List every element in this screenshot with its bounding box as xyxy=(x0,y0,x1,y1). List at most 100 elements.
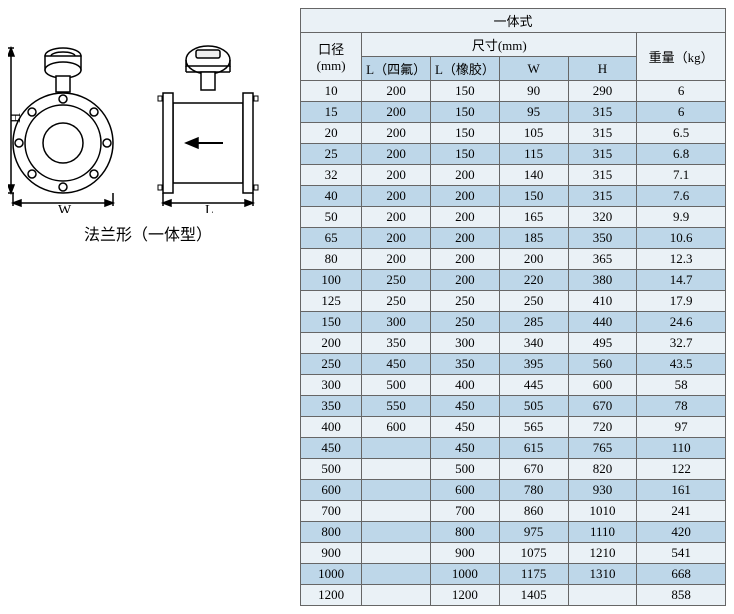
col-l1: L（四氟） xyxy=(362,57,431,81)
table-cell: 315 xyxy=(568,123,637,144)
table-row: 1000100011751310668 xyxy=(301,564,726,585)
table-row: 322002001403157.1 xyxy=(301,165,726,186)
table-cell: 500 xyxy=(301,459,362,480)
table-cell: 700 xyxy=(301,501,362,522)
table-cell: 10.6 xyxy=(637,228,726,249)
table-cell: 25 xyxy=(301,144,362,165)
table-cell: 6.5 xyxy=(637,123,726,144)
table-cell: 122 xyxy=(637,459,726,480)
table-cell xyxy=(362,501,431,522)
table-cell: 975 xyxy=(499,522,568,543)
table-cell: 6.8 xyxy=(637,144,726,165)
table-cell: 600 xyxy=(362,417,431,438)
table-cell: 150 xyxy=(430,102,499,123)
table-row: 25045035039556043.5 xyxy=(301,354,726,375)
table-cell: 14.7 xyxy=(637,270,726,291)
table-cell: 800 xyxy=(301,522,362,543)
table-cell xyxy=(362,438,431,459)
table-row: 202001501053156.5 xyxy=(301,123,726,144)
dim-w-label: W xyxy=(58,203,72,213)
col-l2: L（橡胶） xyxy=(430,57,499,81)
table-row: 502002001653209.9 xyxy=(301,207,726,228)
table-cell: 150 xyxy=(301,312,362,333)
table-cell: 380 xyxy=(568,270,637,291)
table-cell: 65 xyxy=(301,228,362,249)
table-row: 12525025025041017.9 xyxy=(301,291,726,312)
table-cell: 200 xyxy=(362,228,431,249)
table-cell xyxy=(362,480,431,501)
table-cell: 7.6 xyxy=(637,186,726,207)
table-cell: 12.3 xyxy=(637,249,726,270)
table-cell: 420 xyxy=(637,522,726,543)
table-cell: 1200 xyxy=(301,585,362,606)
table-cell: 315 xyxy=(568,102,637,123)
table-cell: 410 xyxy=(568,291,637,312)
table-cell: 200 xyxy=(430,186,499,207)
table-cell: 105 xyxy=(499,123,568,144)
col-dia: 口径(mm) xyxy=(301,33,362,81)
table-cell: 1200 xyxy=(430,585,499,606)
table-cell: 125 xyxy=(301,291,362,312)
table-cell: 1000 xyxy=(430,564,499,585)
table-cell: 78 xyxy=(637,396,726,417)
table-cell: 250 xyxy=(430,291,499,312)
table-cell: 1110 xyxy=(568,522,637,543)
dim-l-label: L xyxy=(205,203,214,213)
table-cell: 858 xyxy=(637,585,726,606)
table-cell: 32 xyxy=(301,165,362,186)
table-cell: 450 xyxy=(301,438,362,459)
table-cell: 250 xyxy=(362,270,431,291)
table-cell: 670 xyxy=(499,459,568,480)
table-cell: 365 xyxy=(568,249,637,270)
table-cell: 150 xyxy=(430,123,499,144)
col-weight: 重量（kg） xyxy=(637,33,726,81)
table-row: 10025020022038014.7 xyxy=(301,270,726,291)
table-cell: 10 xyxy=(301,81,362,102)
table-cell: 450 xyxy=(430,417,499,438)
table-row: 30050040044560058 xyxy=(301,375,726,396)
table-cell: 40 xyxy=(301,186,362,207)
table-cell: 115 xyxy=(499,144,568,165)
table-cell: 350 xyxy=(301,396,362,417)
table-cell: 1210 xyxy=(568,543,637,564)
table-title: 一体式 xyxy=(301,9,726,33)
table-row: 600600780930161 xyxy=(301,480,726,501)
table-cell: 450 xyxy=(362,354,431,375)
diagram-panel: H W L 法兰形（一体型） xyxy=(8,8,288,245)
table-row: 500500670820122 xyxy=(301,459,726,480)
table-cell: 140 xyxy=(499,165,568,186)
table-row: 20035030034049532.7 xyxy=(301,333,726,354)
table-cell: 780 xyxy=(499,480,568,501)
table-cell: 165 xyxy=(499,207,568,228)
table-cell: 315 xyxy=(568,144,637,165)
table-cell: 1405 xyxy=(499,585,568,606)
table-cell: 1075 xyxy=(499,543,568,564)
col-w: W xyxy=(499,57,568,81)
table-cell: 315 xyxy=(568,186,637,207)
table-cell: 615 xyxy=(499,438,568,459)
dim-h-label: H xyxy=(9,113,24,123)
table-cell: 350 xyxy=(568,228,637,249)
table-cell: 450 xyxy=(430,396,499,417)
table-row: 6520020018535010.6 xyxy=(301,228,726,249)
table-cell: 200 xyxy=(430,270,499,291)
table-cell: 445 xyxy=(499,375,568,396)
table-cell: 505 xyxy=(499,396,568,417)
table-cell: 560 xyxy=(568,354,637,375)
table-cell: 720 xyxy=(568,417,637,438)
table-cell: 300 xyxy=(430,333,499,354)
table-cell: 765 xyxy=(568,438,637,459)
table-body: 1020015090290615200150953156202001501053… xyxy=(301,81,726,606)
page-wrap: H W L 法兰形（一体型） 一体式 口径(mm) 尺寸(mm) 重量（kg） … xyxy=(8,8,726,606)
table-row: 35055045050567078 xyxy=(301,396,726,417)
table-cell: 250 xyxy=(499,291,568,312)
table-row: 8008009751110420 xyxy=(301,522,726,543)
table-cell xyxy=(362,564,431,585)
table-cell: 550 xyxy=(362,396,431,417)
table-cell: 440 xyxy=(568,312,637,333)
flange-diagram: H W L xyxy=(8,38,288,213)
table-cell: 1310 xyxy=(568,564,637,585)
table-cell: 300 xyxy=(301,375,362,396)
table-cell: 285 xyxy=(499,312,568,333)
table-cell: 500 xyxy=(430,459,499,480)
